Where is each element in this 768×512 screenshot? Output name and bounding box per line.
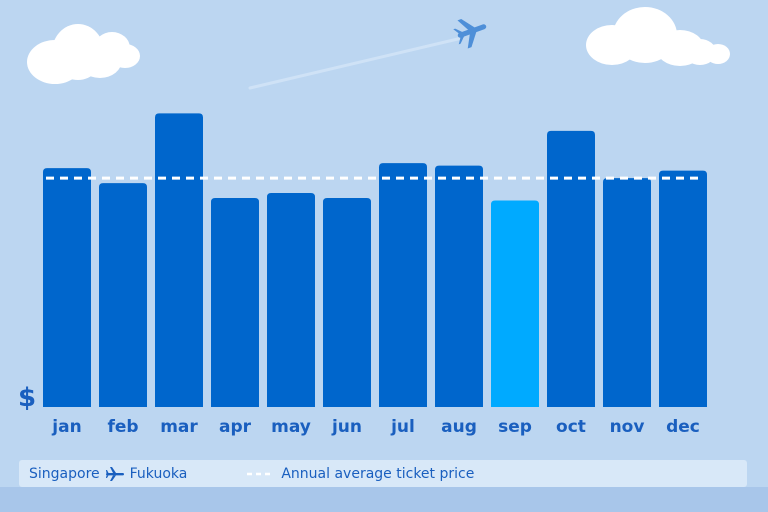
legend-origin: Singapore [29,465,100,482]
bar-jan [43,168,91,407]
legend-route: Singapore Fukuoka [29,466,187,482]
month-label-sep: sep [498,417,532,437]
month-label-oct: oct [556,417,586,437]
month-label-jun: jun [331,417,362,437]
bar-feb [99,183,147,407]
month-label-nov: nov [610,417,645,437]
legend-average-label: Annual average ticket price [281,465,475,482]
bars [43,113,707,407]
bar-oct [547,130,595,407]
airplane-icon [105,466,124,481]
month-label-feb: feb [107,417,138,437]
bar-may [267,193,315,407]
cloud-icon [27,24,140,84]
month-label-apr: apr [219,417,252,437]
month-label-dec: dec [666,417,700,437]
month-label-jul: jul [390,417,415,437]
month-labels: jan feb mar apr may jun jul aug sep oct nov dec [51,417,700,437]
month-label-aug: aug [441,417,477,437]
legend: Singapore Fukuoka Annual average ticket … [19,460,747,487]
bar-sep [491,200,539,407]
airplane-icon [248,18,487,90]
legend-destination: Fukuoka [129,465,188,482]
month-label-may: may [271,417,311,437]
cloud-icon [586,7,730,66]
bar-jun [323,198,371,407]
month-label-jan: jan [51,417,81,437]
y-axis-symbol: $ [18,383,36,413]
dashed-line-icon [247,472,274,476]
month-label-mar: mar [160,417,198,437]
bar-jul [379,163,427,407]
bar-aug [435,165,483,407]
bar-apr [211,198,259,407]
bottom-band [0,487,768,512]
legend-average: Annual average ticket price [247,466,474,482]
bar-nov [603,178,651,407]
bar-dec [659,170,707,407]
bar-mar [155,113,203,407]
